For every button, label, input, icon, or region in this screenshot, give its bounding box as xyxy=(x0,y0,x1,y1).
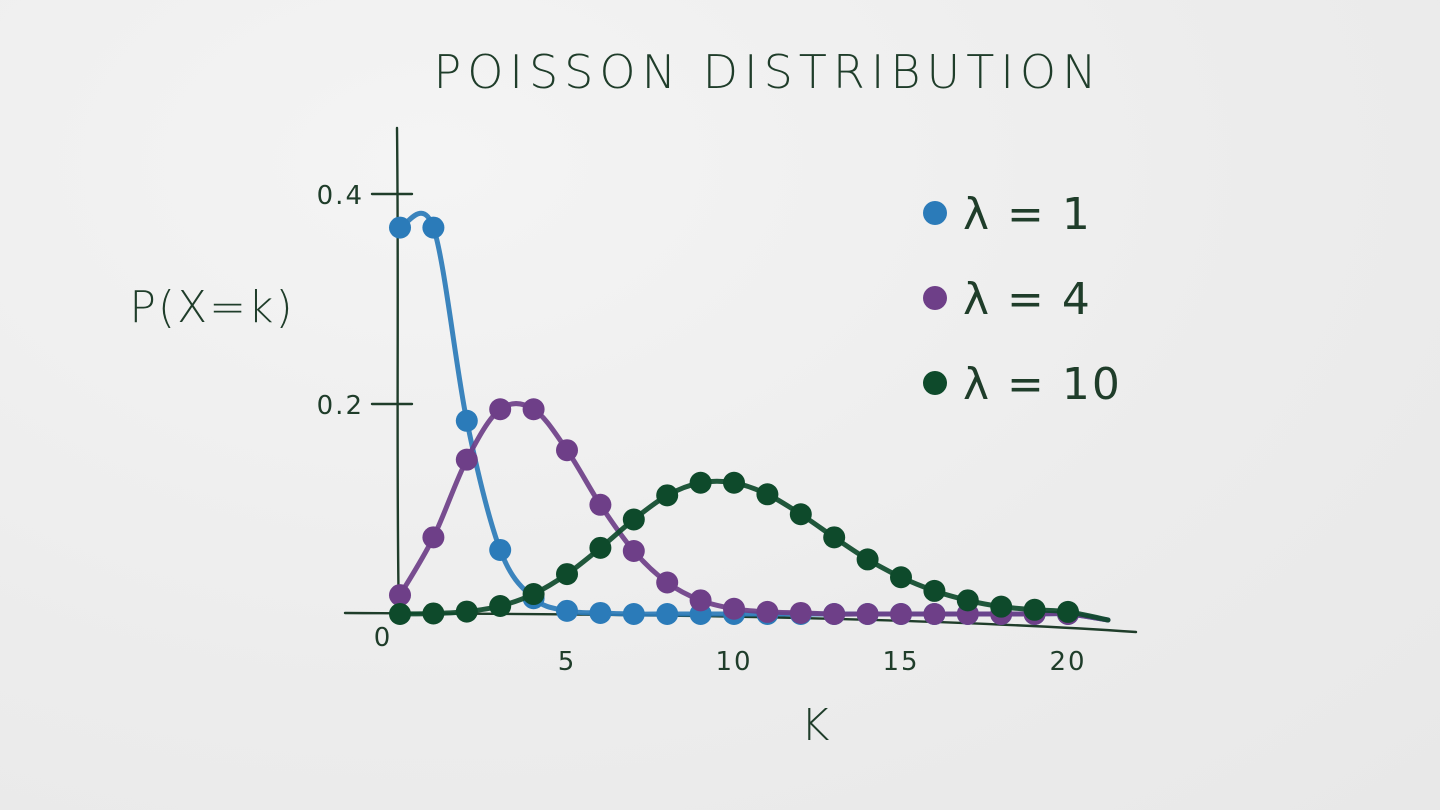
legend-label: λ = 4 xyxy=(963,274,1092,325)
data-point xyxy=(756,483,779,506)
data-point xyxy=(422,602,445,625)
data-point xyxy=(856,603,879,625)
y-tick-label: 0.4 xyxy=(317,181,364,211)
data-point xyxy=(455,448,478,471)
y-axis xyxy=(395,126,401,624)
x-tick-label: 5 xyxy=(558,647,577,677)
data-point xyxy=(789,601,812,624)
series-2 xyxy=(389,398,1111,625)
data-point xyxy=(489,595,512,618)
legend: λ = 1 λ = 4 λ = 10 xyxy=(923,189,1122,410)
data-point xyxy=(890,603,912,625)
data-point xyxy=(856,548,879,571)
data-point xyxy=(489,398,512,421)
data-point xyxy=(990,595,1013,618)
data-point xyxy=(656,603,679,625)
data-point xyxy=(622,508,645,531)
data-point xyxy=(455,409,478,432)
series-line xyxy=(397,401,1111,623)
data-point xyxy=(622,540,645,562)
data-point xyxy=(689,589,712,612)
y-ticks: 0.2 0.4 xyxy=(317,181,414,421)
legend-label: λ = 10 xyxy=(963,359,1122,410)
data-point xyxy=(656,571,679,594)
x-axis-label: K xyxy=(801,700,830,751)
data-point xyxy=(389,216,411,239)
data-point xyxy=(723,597,745,620)
data-point xyxy=(656,484,679,507)
data-point xyxy=(522,398,545,421)
data-point xyxy=(923,603,946,625)
series-line xyxy=(397,478,1111,623)
data-point xyxy=(489,538,512,561)
data-point xyxy=(723,471,745,494)
data-point xyxy=(956,589,979,612)
x-ticks: 0 5 10 15 20 xyxy=(374,623,1086,677)
chart-title: POISSON DISTRIBUTION xyxy=(433,45,1102,99)
data-point xyxy=(890,566,912,589)
data-point xyxy=(622,603,645,625)
data-point xyxy=(522,583,545,606)
data-point xyxy=(789,503,812,526)
data-point xyxy=(823,603,846,625)
data-point xyxy=(589,536,612,559)
data-point xyxy=(923,579,946,602)
legend-marker xyxy=(923,201,947,225)
x-tick-label: 10 xyxy=(715,647,752,677)
data-point xyxy=(556,563,578,586)
data-point xyxy=(422,216,445,239)
series-layer xyxy=(389,210,1111,625)
data-point xyxy=(823,526,846,549)
data-point xyxy=(556,599,578,622)
y-axis-label: P(X=k) xyxy=(129,282,294,333)
data-point xyxy=(556,439,578,462)
data-point xyxy=(689,471,712,494)
data-point xyxy=(589,601,612,624)
data-point xyxy=(422,526,445,549)
legend-marker xyxy=(923,371,947,395)
data-point xyxy=(1023,598,1046,621)
x-tick-label: 0 xyxy=(374,623,393,653)
data-point xyxy=(389,603,411,625)
x-tick-label: 15 xyxy=(882,647,919,677)
series-3 xyxy=(389,471,1111,625)
legend-marker xyxy=(923,286,947,310)
data-point xyxy=(756,600,779,623)
data-point xyxy=(455,600,478,623)
data-point xyxy=(1057,600,1079,623)
y-tick-label: 0.2 xyxy=(317,391,364,421)
legend-label: λ = 1 xyxy=(963,189,1092,240)
data-point xyxy=(589,493,612,516)
data-point xyxy=(389,584,411,607)
x-tick-label: 20 xyxy=(1049,647,1086,677)
